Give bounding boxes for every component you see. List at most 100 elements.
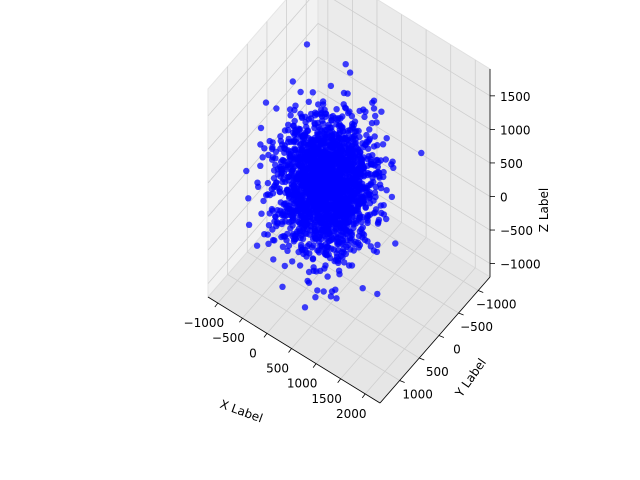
y-tick-label: 1000	[402, 388, 433, 402]
data-point	[272, 155, 278, 161]
y-tick-label: −1000	[476, 298, 517, 312]
data-point	[371, 105, 377, 111]
data-point	[320, 101, 326, 107]
data-point	[260, 154, 266, 160]
data-point	[291, 236, 297, 242]
data-point	[353, 140, 359, 146]
data-point	[290, 78, 296, 84]
z-tick-label: −1000	[500, 258, 541, 272]
data-point	[287, 112, 293, 118]
data-point	[374, 291, 380, 297]
data-point	[273, 105, 279, 111]
data-point	[297, 111, 303, 117]
x-axis-label: X Label	[218, 397, 265, 425]
data-point	[366, 137, 372, 143]
data-point	[300, 251, 306, 257]
x-tick-label: −500	[212, 331, 245, 345]
data-point	[271, 237, 277, 243]
data-point	[344, 90, 350, 96]
data-point	[322, 262, 328, 268]
data-point	[374, 249, 380, 255]
data-point	[314, 287, 320, 293]
data-point	[359, 230, 365, 236]
data-point	[390, 165, 396, 171]
data-point	[254, 180, 260, 186]
x-tick-label: 2000	[336, 407, 367, 421]
data-point	[263, 192, 269, 198]
data-point	[321, 288, 327, 294]
data-point	[383, 187, 389, 193]
data-point	[297, 126, 303, 132]
data-point	[340, 237, 346, 243]
data-point	[284, 248, 290, 254]
data-point	[336, 271, 342, 277]
data-point	[365, 146, 371, 152]
data-point	[292, 103, 298, 109]
x-tick-label: 0	[249, 346, 257, 360]
data-point	[333, 106, 339, 112]
data-point	[389, 194, 395, 200]
data-point	[356, 134, 362, 140]
data-point	[270, 190, 276, 196]
data-point	[374, 242, 380, 248]
data-point	[364, 220, 370, 226]
y-tick-mark	[478, 291, 483, 293]
data-point	[305, 127, 311, 133]
data-point	[381, 211, 387, 217]
data-point	[378, 202, 384, 208]
z-tick-label: −500	[500, 224, 533, 238]
data-point	[260, 198, 266, 204]
y-tick-mark	[459, 313, 464, 315]
data-point	[371, 143, 377, 149]
data-point	[310, 255, 316, 261]
data-point	[366, 126, 372, 132]
data-point	[324, 273, 330, 279]
data-point	[378, 109, 384, 115]
data-point	[360, 106, 366, 112]
data-point	[375, 159, 381, 165]
x-tick-label: −1000	[184, 316, 225, 330]
data-point	[306, 99, 312, 105]
data-point	[358, 219, 364, 225]
z-tick-label: 1500	[500, 90, 531, 104]
data-point	[304, 278, 310, 284]
data-point	[349, 262, 355, 268]
data-point	[270, 256, 276, 262]
data-point	[279, 284, 285, 290]
data-point	[360, 285, 366, 291]
data-point	[357, 242, 363, 248]
data-point	[339, 124, 345, 130]
data-point	[339, 113, 345, 119]
data-point	[361, 114, 367, 120]
data-point	[335, 260, 341, 266]
data-point	[243, 168, 249, 174]
data-point	[289, 258, 295, 264]
data-point	[265, 180, 271, 186]
data-point	[380, 141, 386, 147]
data-point	[306, 241, 312, 247]
data-point	[254, 243, 260, 249]
data-point	[373, 119, 379, 125]
data-point	[258, 211, 264, 217]
z-tick-label: 0	[500, 190, 508, 204]
data-point	[297, 262, 303, 268]
y-tick-mark	[400, 381, 405, 383]
data-point	[375, 220, 381, 226]
z-axis-label: Z Label	[537, 188, 551, 232]
data-point	[258, 125, 264, 131]
data-point	[372, 194, 378, 200]
y-axis-label: Y Label	[452, 356, 489, 401]
data-point	[310, 264, 316, 270]
data-point	[360, 224, 366, 230]
data-point	[261, 145, 267, 151]
data-point	[245, 195, 251, 201]
data-point	[392, 240, 398, 246]
data-point	[332, 287, 338, 293]
data-point	[352, 128, 358, 134]
data-point	[277, 133, 283, 139]
data-point	[343, 61, 349, 67]
data-point	[371, 98, 377, 104]
data-point	[347, 69, 353, 75]
x-tick-mark	[362, 394, 365, 398]
